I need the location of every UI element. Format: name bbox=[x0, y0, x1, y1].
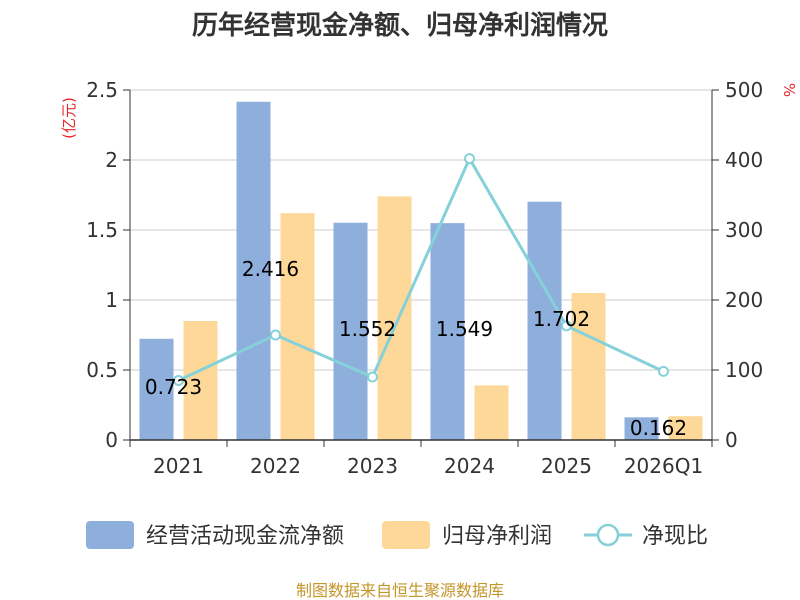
bar-operating-cash bbox=[333, 222, 368, 440]
data-labels: 0.723 2.416 1.552 1.549 1.702 0.162 bbox=[145, 257, 687, 440]
legend-swatch-operating-cash[interactable] bbox=[86, 521, 134, 549]
right-axis-tick-label: 500 bbox=[725, 78, 763, 102]
bar-net-profit bbox=[668, 416, 703, 440]
bar-operating-cash bbox=[430, 223, 465, 440]
legend-label-net-profit[interactable]: 归母净利润 bbox=[442, 524, 552, 549]
x-axis-tick-label: 2025 bbox=[541, 454, 592, 478]
ratio-line-path bbox=[177, 155, 665, 382]
ratio-point bbox=[658, 365, 669, 377]
chart-title: 历年经营现金净额、归母净利润情况 bbox=[192, 10, 608, 41]
ratio-point bbox=[367, 371, 378, 383]
ratio-point bbox=[561, 320, 572, 332]
x-axis-tick-label: 2026Q1 bbox=[624, 454, 703, 478]
ratio-point bbox=[464, 153, 475, 165]
left-axis-tick-label: 2 bbox=[105, 148, 118, 172]
right-axis-tick-label: 0 bbox=[725, 428, 738, 452]
bar-net-profit bbox=[183, 321, 218, 440]
bar-operating-cash bbox=[236, 101, 271, 440]
data-label-operating-cash: 0.162 bbox=[630, 416, 687, 440]
data-label-operating-cash: 1.549 bbox=[436, 317, 493, 341]
legend-swatch-net-profit[interactable] bbox=[382, 521, 430, 549]
right-axis-tick-label: 100 bbox=[725, 358, 763, 382]
legend-label-ratio[interactable]: 净现比 bbox=[642, 524, 708, 549]
bar-operating-cash bbox=[624, 417, 659, 440]
left-axis-tick-label: 2.5 bbox=[86, 78, 118, 102]
data-label-operating-cash: 0.723 bbox=[145, 375, 202, 399]
bar-operating-cash bbox=[139, 338, 174, 440]
axes: 0 0.5 1 1.5 2 2.5 0 100 200 300 400 500 2021 2022 2023… bbox=[86, 78, 763, 478]
data-label-operating-cash: 1.702 bbox=[533, 307, 590, 331]
left-axis-tick-label: 0 bbox=[105, 428, 118, 452]
x-axis-tick-label: 2023 bbox=[347, 454, 398, 478]
ratio-point bbox=[270, 329, 281, 341]
source-note: 制图数据来自恒生聚源数据库 bbox=[296, 581, 504, 600]
data-label-operating-cash: 1.552 bbox=[339, 317, 396, 341]
legend-label-operating-cash[interactable]: 经营活动现金流净额 bbox=[146, 524, 344, 549]
x-axis-tick-label: 2021 bbox=[153, 454, 204, 478]
x-axis-tick-label: 2022 bbox=[250, 454, 301, 478]
data-label-operating-cash: 2.416 bbox=[242, 257, 299, 281]
legend-swatch-ratio-marker[interactable] bbox=[596, 523, 620, 547]
legend: 经营活动现金流净额 归母净利润 净现比 bbox=[86, 521, 708, 549]
left-axis-tick-label: 1.5 bbox=[86, 218, 118, 242]
bar-operating-cash bbox=[527, 201, 562, 440]
x-axis-tick-label: 2024 bbox=[444, 454, 495, 478]
right-axis-tick-label: 400 bbox=[725, 148, 763, 172]
bar-net-profit bbox=[571, 293, 606, 440]
bar-net-profit bbox=[280, 213, 315, 440]
gridlines bbox=[130, 89, 712, 371]
ratio-point bbox=[173, 375, 184, 386]
right-axis-unit: % bbox=[780, 83, 798, 97]
left-axis-tick-label: 1 bbox=[105, 288, 118, 312]
bar-net-profit bbox=[377, 196, 412, 440]
right-axis-tick-label: 200 bbox=[725, 288, 763, 312]
ratio-line bbox=[173, 153, 669, 386]
left-axis-unit: (亿元) bbox=[60, 97, 78, 139]
bar-net-profit bbox=[474, 385, 509, 440]
bars bbox=[139, 101, 703, 440]
right-axis-tick-label: 300 bbox=[725, 218, 763, 242]
left-axis-tick-label: 0.5 bbox=[86, 358, 118, 382]
